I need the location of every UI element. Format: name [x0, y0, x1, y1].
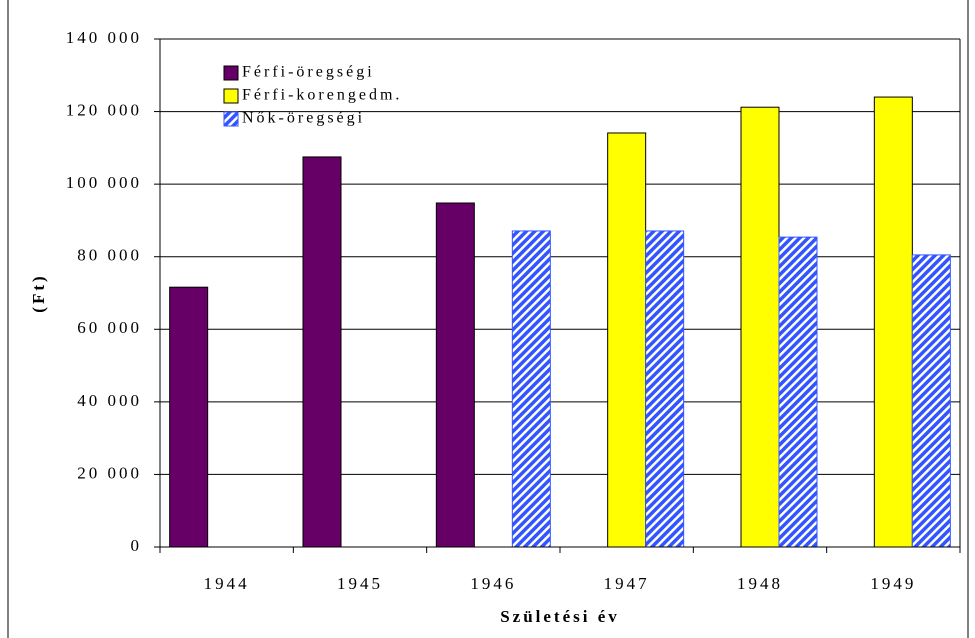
bar — [607, 132, 647, 548]
legend-label: Férfi-korengedm. — [242, 87, 402, 104]
y-axis-label: (Ft) — [29, 273, 48, 312]
bar — [740, 106, 780, 548]
x-tick-label: 1949 — [870, 574, 916, 593]
bar — [169, 286, 209, 548]
x-tick-label: 1946 — [470, 574, 516, 593]
x-tick-label: 1944 — [204, 574, 250, 593]
bar — [435, 202, 475, 548]
y-tick-label: 80 000 — [77, 246, 142, 265]
x-tick-label: 1945 — [337, 574, 383, 593]
bar — [511, 230, 551, 548]
legend-swatch — [223, 65, 239, 81]
bar — [873, 96, 913, 548]
y-tick-label: 20 000 — [77, 463, 142, 482]
legend-label: Férfi-öregségi — [242, 64, 375, 81]
x-tick-label: 1947 — [604, 574, 650, 593]
frame — [7, 0, 969, 638]
y-tick-label: 120 000 — [66, 100, 142, 119]
bar — [778, 236, 818, 548]
legend-swatch — [223, 111, 239, 127]
y-tick-label: 100 000 — [66, 173, 142, 192]
x-tick-label: 1948 — [737, 574, 783, 593]
x-axis-label: Születési év — [500, 607, 620, 626]
legend-swatch — [223, 88, 239, 104]
bar — [911, 254, 951, 548]
legend-label: Nők-öregségi — [242, 110, 365, 127]
y-tick-label: 0 — [131, 536, 143, 555]
y-tick-label: 140 000 — [66, 28, 142, 47]
y-tick-label: 60 000 — [77, 318, 142, 337]
bar — [645, 230, 685, 548]
y-tick-label: 40 000 — [77, 391, 142, 410]
bar — [302, 156, 342, 548]
